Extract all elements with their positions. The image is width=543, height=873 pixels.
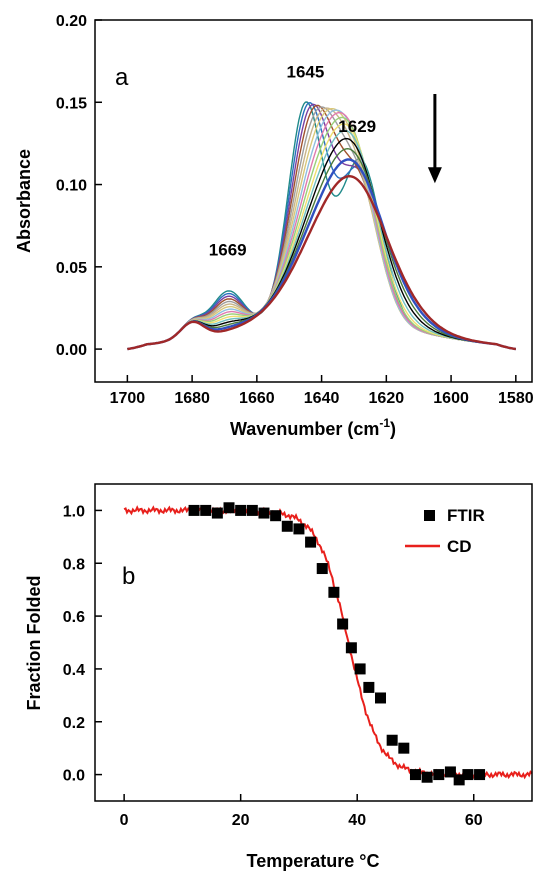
absorbance-series-line xyxy=(127,103,516,350)
y-tick-label-a: 0.10 xyxy=(56,178,87,195)
ftir-point xyxy=(363,681,375,693)
y-ticks-a: 0.00 0.05 0.10 0.15 0.20 xyxy=(56,13,102,359)
absorbance-series-line xyxy=(127,137,516,350)
ftir-point xyxy=(281,520,293,532)
absorbance-series-line xyxy=(127,101,516,350)
ftir-point xyxy=(444,766,456,778)
ftir-point xyxy=(316,563,328,575)
legend-ftir-label: FTIR xyxy=(447,506,485,525)
ftir-point xyxy=(270,510,282,522)
ftir-point xyxy=(223,502,235,514)
y-tick-label-a: 0.20 xyxy=(56,13,87,30)
x-ticks-a: 1700 1680 1660 1640 1620 1600 1580 xyxy=(110,375,534,407)
x-tick-label-b: 60 xyxy=(465,812,483,829)
x-tick-label-a: 1600 xyxy=(433,390,469,407)
ftir-point xyxy=(200,504,212,516)
arrow-head xyxy=(427,167,442,184)
x-tick-label-b: 0 xyxy=(120,812,129,829)
absorbance-series-line xyxy=(127,129,516,350)
x-tick-label-a: 1580 xyxy=(498,390,534,407)
y-tick-label-a: 0.00 xyxy=(56,342,87,359)
absorbance-series-line xyxy=(127,174,517,351)
ftir-point xyxy=(398,742,410,754)
legend-ftir-marker xyxy=(424,510,435,521)
y-tick-label-b: 0.2 xyxy=(63,715,85,732)
ftir-point xyxy=(433,769,445,781)
absorbance-series-line xyxy=(127,123,516,350)
ftir-point xyxy=(375,692,387,704)
ftir-points-group xyxy=(188,502,486,786)
ftir-point xyxy=(462,769,474,781)
x-tick-label-b: 40 xyxy=(348,812,366,829)
absorbance-series-line xyxy=(127,106,516,350)
ftir-point xyxy=(337,618,349,630)
y-tick-label-b: 0.4 xyxy=(63,662,85,679)
x-tick-label-b: 20 xyxy=(232,812,250,829)
x-tick-label-a: 1640 xyxy=(304,390,340,407)
x-tick-label-a: 1620 xyxy=(369,390,405,407)
legend: FTIR CD xyxy=(405,506,485,556)
absorbance-series-line xyxy=(127,104,516,350)
plot-frame-a xyxy=(94,19,533,383)
panel-label-b: b xyxy=(122,563,135,590)
y-ticks-b: 0.0 0.2 0.4 0.6 0.8 1.0 xyxy=(63,503,102,785)
absorbance-series-group xyxy=(127,101,517,351)
ftir-point xyxy=(474,769,486,781)
ftir-point xyxy=(258,507,270,519)
ftir-point xyxy=(235,504,247,516)
ftir-point xyxy=(421,771,433,783)
ftir-point xyxy=(188,504,200,516)
y-tick-label-b: 0.0 xyxy=(63,768,85,785)
panel-label-a: a xyxy=(115,64,129,91)
x-axis-label-a: Wavenumber (cm-1) xyxy=(230,416,396,439)
y-tick-label-a: 0.15 xyxy=(56,95,87,112)
y-tick-label-b: 1.0 xyxy=(63,503,85,520)
ftir-point xyxy=(293,523,305,535)
ftir-point xyxy=(386,734,398,746)
y-tick-label-a: 0.05 xyxy=(56,260,87,277)
x-axis-label-a-sup: -1 xyxy=(379,416,390,430)
ftir-point xyxy=(409,769,421,781)
absorbance-series-line xyxy=(127,158,517,351)
ftir-point xyxy=(305,536,317,548)
x-axis-label-a-main: Wavenumber (cm xyxy=(230,419,379,439)
fraction-folded-chart: 0 20 40 60 0.0 0.2 0.4 0.6 0.8 1.0 b FTIR CD Fra… xyxy=(24,483,533,871)
absorbance-series-line xyxy=(127,147,516,350)
ftir-point xyxy=(453,774,465,786)
x-axis-label-a-close: ) xyxy=(390,419,396,439)
peak-annotation-1669: 1669 xyxy=(209,240,247,259)
decrease-arrow xyxy=(427,94,442,184)
y-tick-label-b: 0.8 xyxy=(63,556,85,573)
ftir-point xyxy=(345,642,357,654)
y-axis-label-b: Fraction Folded xyxy=(24,576,44,711)
peak-annotation-1645: 1645 xyxy=(286,63,324,82)
ftir-point xyxy=(211,507,223,519)
x-tick-label-a: 1700 xyxy=(110,390,146,407)
ftir-point xyxy=(328,586,340,598)
absorbance-chart: 1700 1680 1660 1640 1620 1600 1580 0.00 0.05 0.1… xyxy=(14,13,534,439)
ftir-point xyxy=(246,504,258,516)
absorbance-series-line xyxy=(127,101,516,350)
y-axis-label-a: Absorbance xyxy=(14,149,34,253)
x-tick-label-a: 1680 xyxy=(174,390,210,407)
ftir-point xyxy=(354,663,366,675)
x-ticks-b: 0 20 40 60 xyxy=(120,794,483,829)
peak-annotation-1629: 1629 xyxy=(338,117,376,136)
legend-cd-label: CD xyxy=(447,537,472,556)
y-tick-label-b: 0.6 xyxy=(63,609,85,626)
plot-frame-b xyxy=(94,483,533,802)
absorbance-series-line xyxy=(127,111,516,350)
x-tick-label-a: 1660 xyxy=(239,390,275,407)
x-axis-label-b: Temperature °C xyxy=(247,851,380,871)
